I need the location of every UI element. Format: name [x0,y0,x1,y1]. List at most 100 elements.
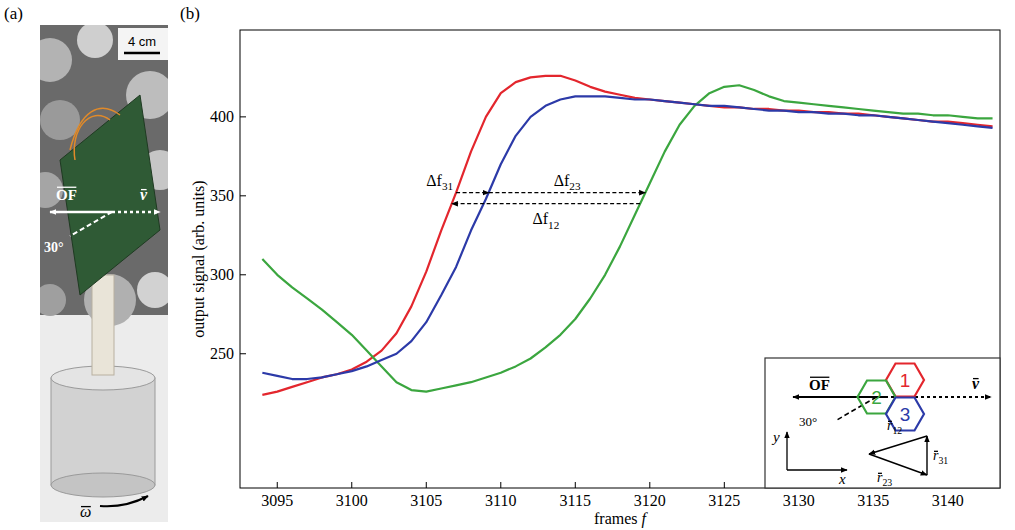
wall-blob [40,38,72,82]
inset-of-label: OF [809,377,830,393]
delta-label: Δf12 [532,210,559,231]
annotations: Δf31Δf23Δf12 [426,172,645,231]
annotation-arrows [452,193,646,204]
panel-label: (a) [4,4,23,23]
overline [878,473,882,474]
scale-bar [124,52,160,55]
y-tick-label: 250 [210,345,234,362]
x-tick-label: 3105 [410,492,442,509]
angle-label-main: 30° [44,240,64,255]
plot-frame [240,30,1000,488]
series-line [262,96,992,379]
scale-label: 4 cm [128,34,156,49]
series-line [262,76,992,395]
of-label-main: OF [56,187,77,203]
angle-label: 30° [44,240,64,255]
x-tick-label: 3125 [708,492,740,509]
inset-vector-label-sub: 23 [882,477,892,488]
photo: 4 cm OF v 30° ω [27,22,180,522]
x-tick [426,482,427,488]
delta-label-sub: 31 [442,180,453,192]
series-line [262,85,992,391]
wall-blob [137,272,168,308]
of-arrow [50,211,112,214]
y-tick [240,195,246,196]
omega-arrow [100,496,148,506]
wall-blob [40,284,66,316]
x-tick [575,482,576,488]
overline [888,421,892,422]
inset-angle-label: 30° [799,414,817,429]
overline [973,378,979,379]
x-axis-title-part: f [642,510,649,528]
inset-angle-label-main: 30° [799,414,817,429]
inset-frame [765,358,1000,488]
inset-v-label: v [972,375,980,392]
omega-label: ω [80,503,91,520]
v-label: v [140,186,148,203]
robot-column [92,275,114,375]
x-tick [277,482,278,488]
overline [57,187,76,188]
y-tick [240,116,246,117]
inset-of-label-main: OF [809,377,830,393]
robot-base-bottom [51,473,155,497]
y-tick [240,353,246,354]
delta-arrow [452,203,641,204]
x-tick [351,482,352,488]
x-tick-label: 3120 [634,492,666,509]
series-group [262,76,992,395]
inset-y-axis [786,432,787,470]
figure: (a)(b)4 cmOFv30°ωΔf31Δf23Δf1230953100310… [0,0,1015,530]
panel-label: (b) [180,4,200,23]
of-label: OF [56,187,77,203]
x-tick-label: 3115 [560,492,591,509]
photo-content [40,25,168,522]
inset-axis-label: x [838,471,846,487]
x-axis-title-part: frames [594,510,642,527]
inset-vector-label: r23 [877,470,892,488]
sensor-label: 2 [871,387,882,408]
x-tick-label: 3110 [485,492,516,509]
overline [934,451,938,452]
inset-vector [869,436,927,454]
delta-label: Δf31 [426,172,453,193]
inset-vector [926,436,927,475]
delta-label-sub: 12 [548,219,559,231]
delta-label: Δf23 [554,172,581,193]
x-tick-label: 3140 [932,492,964,509]
x-tick-label: 3100 [336,492,368,509]
y-tick-label: 300 [210,266,234,283]
inset-vector-label: r31 [933,448,948,466]
inset-axis-label: y [771,429,780,445]
v-label-main: v [140,186,148,203]
sensor-label: 1 [900,370,911,391]
inset-v-label-main: v [972,375,980,392]
x-tick [649,482,650,488]
robot-base [51,378,155,485]
inset-x-axis [787,469,847,470]
x-tick [500,482,501,488]
delta-label-sub: 23 [569,180,581,192]
x-tick-label: 3095 [261,492,293,509]
x-tick [724,482,725,488]
delta-label-main: Δf [554,172,570,189]
x-tick-label: 3135 [857,492,889,509]
chart: Δf31Δf23Δf123095310031053110311531203125… [190,30,1000,528]
wall-blob [77,25,113,58]
overline [81,506,91,507]
v-arrow [112,211,160,214]
inset-vector-label-sub: 12 [892,425,902,436]
inset: 123OFv30°yxr12r31r23 [765,358,1000,488]
sensor-label: 3 [900,404,911,425]
omega-label-main: ω [80,503,91,520]
x-tick-label: 3130 [783,492,815,509]
overline [141,189,147,190]
y-axis-title: output signal (arb. units) [190,180,208,337]
y-tick [240,274,246,275]
robot-wire [70,108,120,160]
y-tick-label: 400 [210,108,234,125]
delta-arrow [456,192,489,193]
delta-label-main: Δf [532,210,548,227]
overline [810,377,829,378]
